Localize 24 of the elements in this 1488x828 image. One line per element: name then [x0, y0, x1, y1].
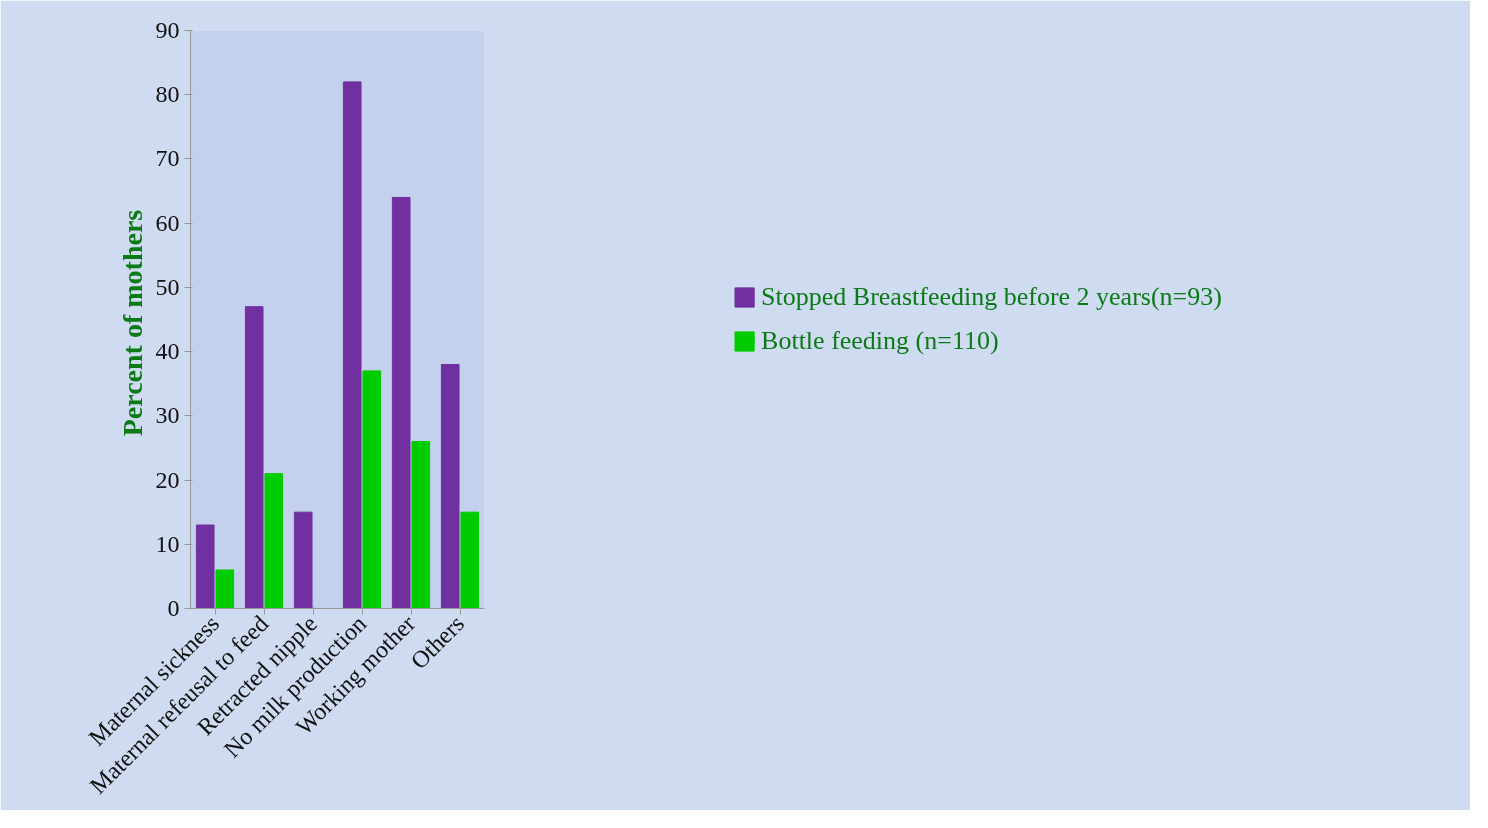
bar	[411, 441, 431, 609]
y-tick-label: 20	[155, 466, 180, 493]
y-axis-title: Percent of mothers	[116, 209, 148, 437]
y-tick-label: 60	[155, 209, 180, 236]
y-tick-label: 90	[155, 17, 180, 43]
bar	[460, 511, 480, 609]
y-tick-label: 0	[167, 595, 180, 621]
bar	[342, 81, 362, 609]
y-tick-label: 50	[155, 273, 180, 300]
bar	[215, 569, 235, 609]
bar	[362, 370, 382, 609]
bar	[244, 306, 264, 609]
y-tick-label: 70	[155, 145, 180, 172]
y-tick-label: 30	[155, 402, 180, 429]
legend-label: Bottle feeding (n=110)	[761, 326, 999, 356]
bar	[391, 196, 411, 609]
bar	[440, 363, 460, 609]
bar	[264, 473, 284, 609]
bar	[293, 511, 313, 609]
y-tick-label: 80	[155, 81, 180, 108]
legend-label: Stopped Breastfeeding before 2 years(n=93)	[761, 282, 1222, 312]
y-tick-label: 40	[155, 338, 180, 365]
bar	[195, 524, 215, 609]
y-tick-label: 10	[155, 530, 180, 557]
